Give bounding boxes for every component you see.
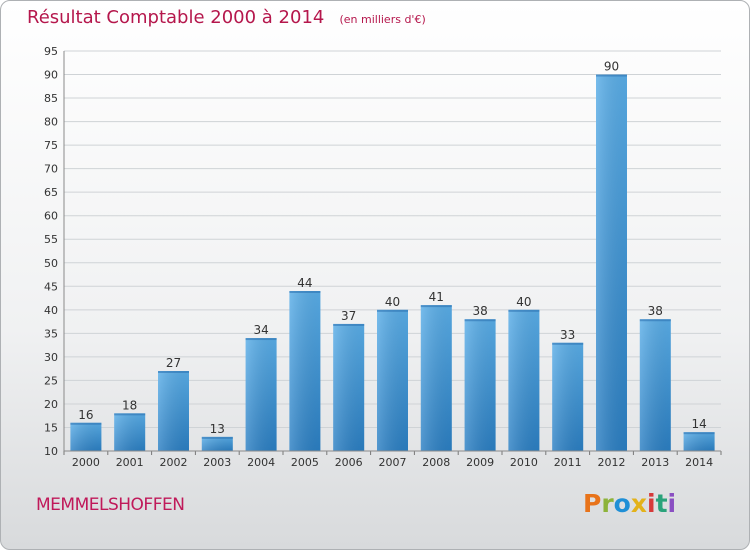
bar-shading — [201, 436, 233, 451]
bar-top-edge — [552, 342, 584, 345]
bar-top-edge — [333, 323, 365, 326]
x-tick-label: 2006 — [335, 456, 363, 469]
data-label: 90 — [604, 60, 619, 74]
bar-top-edge — [201, 436, 233, 439]
x-axis-ticks: 2000 2001 2002 2003 2004 2005 2006 2007 2008 2009… — [63, 451, 722, 469]
y-tick-label: 90 — [44, 69, 58, 82]
x-tick-label: 2007 — [379, 456, 407, 469]
bar-top-edge — [508, 309, 540, 312]
data-label: 37 — [341, 309, 356, 323]
data-label: 14 — [691, 417, 706, 431]
y-tick-label: 55 — [44, 233, 58, 246]
y-tick-label: 70 — [44, 163, 58, 176]
data-label: 33 — [560, 328, 575, 342]
title-block: Résultat Comptable 2000 à 2014 (en milli… — [27, 7, 426, 28]
bar-top-edge — [289, 291, 321, 293]
x-tick-label: 2005 — [291, 456, 319, 469]
y-tick-label: 15 — [44, 421, 58, 434]
y-tick-label: 75 — [44, 139, 58, 152]
y-tick-label: 60 — [44, 210, 58, 223]
y-tick-label: 10 — [44, 445, 58, 458]
bar-shading — [420, 305, 452, 451]
data-label: 38 — [472, 304, 487, 318]
x-tick-label: 2010 — [510, 456, 538, 469]
data-label: 40 — [385, 295, 400, 309]
brand-letter: t — [655, 489, 668, 518]
y-tick-label: 25 — [44, 374, 58, 387]
bar-shading — [596, 74, 627, 451]
bar-top-edge — [158, 371, 189, 373]
brand-letter: i — [647, 489, 656, 518]
y-tick-label: 80 — [44, 116, 58, 129]
y-tick-label: 45 — [44, 280, 58, 293]
y-tick-label: 35 — [44, 327, 58, 340]
y-tick-label: 50 — [44, 257, 58, 270]
bar-shading — [70, 422, 102, 451]
bar-shading — [552, 342, 584, 451]
data-label: 44 — [297, 276, 312, 290]
chart-title: Résultat Comptable 2000 à 2014 — [27, 7, 325, 28]
bar-top-edge — [70, 422, 102, 425]
brand-letter: r — [601, 489, 614, 518]
x-tick-label: 2014 — [685, 456, 713, 469]
data-label: 34 — [253, 323, 268, 337]
bar-top-edge — [114, 413, 146, 416]
y-tick-label: 95 — [44, 45, 58, 58]
bar-shading — [683, 432, 715, 451]
bar-top-edge — [639, 319, 671, 322]
x-tick-label: 2004 — [247, 456, 275, 469]
bars — [70, 74, 715, 451]
data-label: 18 — [122, 398, 137, 412]
bar-top-edge — [377, 309, 408, 312]
x-tick-label: 2000 — [72, 456, 100, 469]
data-label: 13 — [210, 422, 225, 436]
bar-shading — [289, 291, 321, 451]
bar-shading — [158, 371, 189, 451]
data-labels: 16 18 27 13 34 44 37 40 41 38 40 33 90 38 14 — [78, 60, 706, 436]
x-tick-label: 2013 — [641, 456, 669, 469]
data-label: 27 — [166, 356, 181, 370]
x-tick-label: 2003 — [203, 456, 231, 469]
bar-top-edge — [464, 319, 496, 322]
data-label: 41 — [429, 290, 444, 304]
y-tick-label: 40 — [44, 304, 58, 317]
x-tick-label: 2012 — [598, 456, 626, 469]
bar-shading — [333, 323, 365, 451]
chart-subtitle: (en milliers d'€) — [339, 13, 426, 26]
y-tick-label: 65 — [44, 186, 58, 199]
bar-shading — [639, 319, 671, 451]
bar-top-edge — [245, 338, 277, 341]
data-label: 16 — [78, 408, 93, 422]
y-tick-label: 20 — [44, 398, 58, 411]
x-tick-label: 2002 — [160, 456, 188, 469]
bar-shading — [508, 309, 540, 451]
brand-letter: i — [667, 489, 677, 518]
bar-top-edge — [596, 74, 627, 77]
bar-shading — [464, 319, 496, 451]
x-tick-label: 2009 — [466, 456, 494, 469]
x-tick-label: 2008 — [422, 456, 450, 469]
data-label: 38 — [648, 304, 663, 318]
x-tick-label: 2011 — [554, 456, 582, 469]
brand-letter: P — [583, 489, 602, 518]
data-label: 40 — [516, 295, 531, 309]
bar-shading — [377, 309, 408, 451]
commune-name: MEMMELSHOFFEN — [36, 495, 185, 515]
bar-top-edge — [683, 432, 715, 435]
axes — [63, 51, 721, 452]
brand-letter: o — [613, 489, 631, 518]
bar-top-edge — [420, 305, 452, 308]
brand-letter: x — [630, 489, 647, 518]
y-tick-label: 30 — [44, 351, 58, 364]
bar-shading — [114, 413, 146, 451]
x-tick-label: 2001 — [116, 456, 144, 469]
bar-shading — [245, 338, 277, 451]
y-tick-label: 85 — [44, 92, 58, 105]
proxiti-logo: Proxiti — [583, 489, 676, 518]
y-axis-ticks: 10 15 20 25 30 35 40 45 50 55 60 65 70 75 80 85 90 95 — [44, 45, 58, 458]
